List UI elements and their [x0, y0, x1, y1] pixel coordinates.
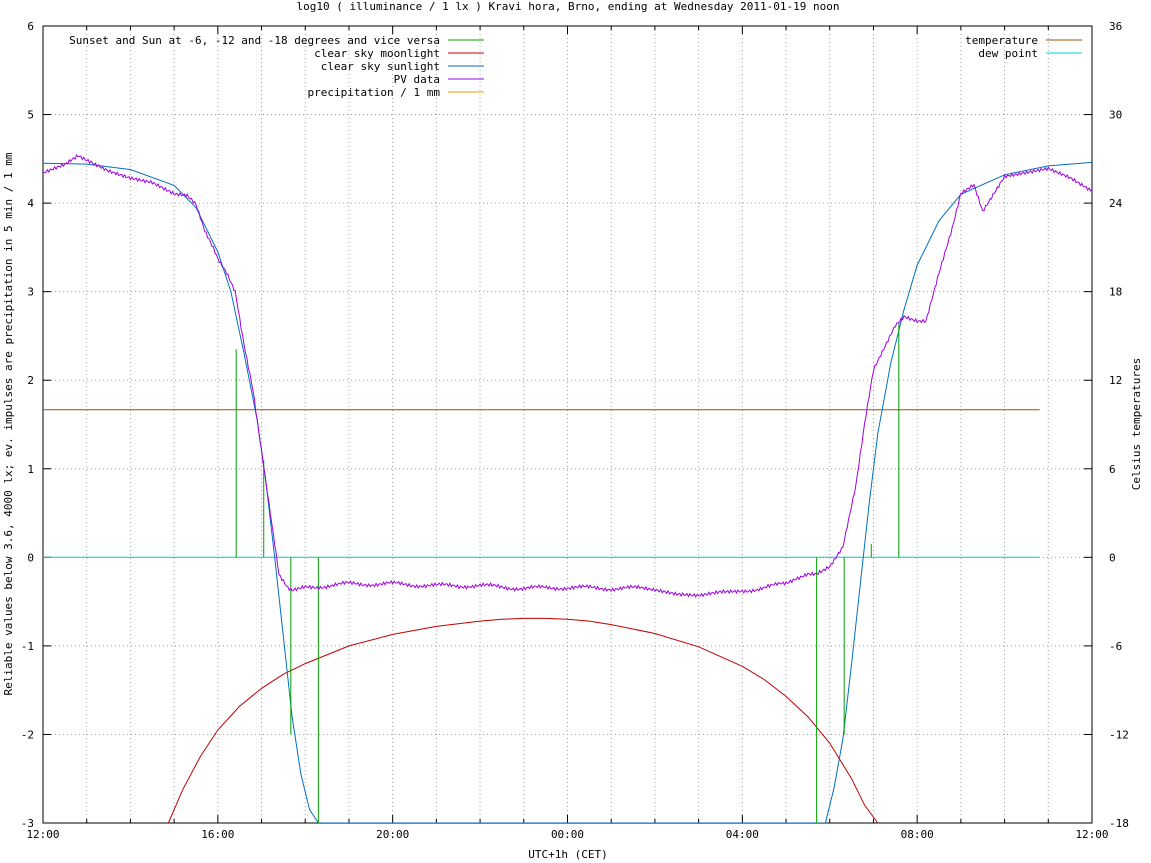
legend-label: precipitation / 1 mm [308, 86, 441, 99]
y2-tick-label: -12 [1109, 728, 1129, 741]
y2-tick-label: 36 [1109, 20, 1122, 33]
legend-label: clear sky sunlight [321, 60, 440, 73]
y-tick-label: 5 [27, 109, 34, 122]
y2-axis-label: Celsius temperatures [1130, 358, 1143, 490]
y-tick-label: -1 [21, 640, 34, 653]
sunlight-line [43, 161, 1092, 823]
series [43, 154, 1092, 823]
x-tick-label: 08:00 [901, 828, 934, 841]
y-tick-label: 3 [27, 286, 34, 299]
legend-label: temperature [965, 34, 1038, 47]
y2-tick-label: -6 [1109, 640, 1122, 653]
x-tick-label: 04:00 [726, 828, 759, 841]
plot-frame [42, 25, 1093, 824]
y-tick-label: 4 [27, 197, 34, 210]
y-tick-label: 2 [27, 374, 34, 387]
y2-tick-label: -18 [1109, 817, 1129, 830]
pv-data-line [43, 154, 1092, 599]
y-tick-label: -2 [21, 728, 34, 741]
legend: Sunset and Sun at -6, -12 and -18 degree… [69, 34, 1082, 99]
x-tick-label: 12:00 [26, 828, 59, 841]
x-axis-label: UTC+1h (CET) [528, 848, 607, 861]
legend-label: PV data [394, 73, 440, 86]
x-tick-label: 12:00 [1075, 828, 1108, 841]
y2-tick-label: 18 [1109, 286, 1122, 299]
x-tick-label: 16:00 [201, 828, 234, 841]
y2-tick-label: 12 [1109, 374, 1122, 387]
y-tick-label: 1 [27, 463, 34, 476]
y-tick-label: -3 [21, 817, 34, 830]
legend-label: Sunset and Sun at -6, -12 and -18 degree… [69, 34, 440, 47]
legend-label: dew point [978, 47, 1038, 60]
x-tick-label: 20:00 [376, 828, 409, 841]
moonlight-line [167, 617, 879, 823]
y-axis-label: Reliable values below 3.6, 4000 lx; ev. … [2, 152, 15, 695]
y2-tick-label: 30 [1109, 109, 1122, 122]
x-tick-label: 00:00 [551, 828, 584, 841]
y2-tick-label: 6 [1109, 463, 1116, 476]
chart-title: log10 ( illuminance / 1 lx ) Kravi hora,… [296, 0, 839, 13]
y-tick-label: 6 [27, 20, 34, 33]
grid [43, 26, 1092, 823]
y2-tick-label: 0 [1109, 551, 1116, 564]
y-tick-label: 0 [27, 551, 34, 564]
legend-label: clear sky moonlight [314, 47, 440, 60]
y2-tick-label: 24 [1109, 197, 1123, 210]
